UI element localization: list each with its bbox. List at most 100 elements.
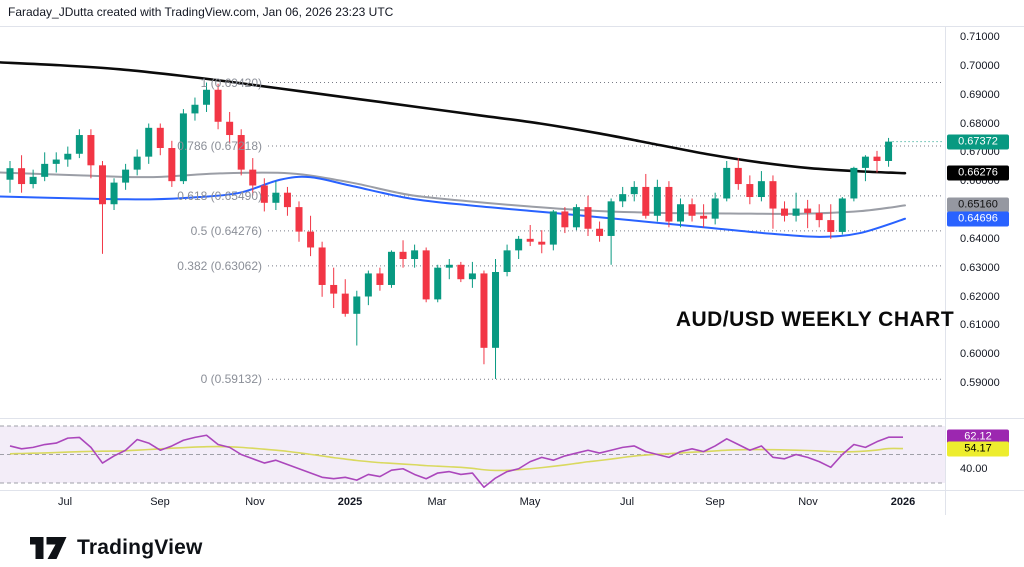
price-tick: 0.64000 xyxy=(960,232,1000,245)
candle-body xyxy=(364,273,372,297)
price-tick: 0.63000 xyxy=(960,261,1000,274)
candle-body xyxy=(757,181,765,198)
time-axis-label: Jul xyxy=(619,496,635,508)
time-axis-label: May xyxy=(519,496,541,508)
candle-body xyxy=(295,207,303,232)
candle-body xyxy=(827,220,835,232)
candle-body xyxy=(18,168,26,185)
candle-body xyxy=(538,241,546,245)
candle-body xyxy=(330,284,338,294)
candle-body xyxy=(873,156,881,161)
price-tick: 0.67000 xyxy=(960,146,1000,159)
candle-body xyxy=(723,167,731,199)
time-axis-label: Nov xyxy=(798,496,818,508)
candle-body xyxy=(781,208,789,216)
price-tick: 0.59000 xyxy=(960,377,1000,389)
candle-body xyxy=(64,153,72,160)
candle-body xyxy=(526,238,534,242)
candle-body xyxy=(249,169,257,186)
candle-body xyxy=(572,207,580,228)
candle-body xyxy=(353,296,361,314)
candle-body xyxy=(260,185,268,203)
candle-body xyxy=(746,184,754,198)
candle-body xyxy=(434,267,442,300)
candle-body xyxy=(376,273,384,285)
tradingview-logo-icon xyxy=(30,536,67,559)
price-badge: 0.67372 xyxy=(947,134,1009,150)
candle-body xyxy=(850,167,858,199)
price-axis[interactable]: 0.71000 0.70000 0.69000 0.68000 0.67000 0.660… xyxy=(946,25,1024,490)
price-tick: 0.69000 xyxy=(960,88,1000,101)
candle-body xyxy=(445,264,453,268)
price-tick: 0.70000 xyxy=(960,59,1000,72)
ma-gray-line xyxy=(0,171,906,215)
candle-body xyxy=(145,127,153,157)
attribution-text: Faraday_JDutta created with TradingView.… xyxy=(8,5,394,19)
time-axis-label: Sep xyxy=(705,496,725,508)
price-badge: 0.66276 xyxy=(947,165,1009,181)
candle-body xyxy=(168,148,176,182)
ma-blue-line xyxy=(0,175,906,238)
candle-body xyxy=(885,141,893,161)
candle-body xyxy=(700,215,708,219)
tradingview-logo-text: TradingView xyxy=(77,536,203,559)
time-axis-label: Sep xyxy=(150,496,170,508)
candle-body xyxy=(110,182,118,205)
candle-body xyxy=(457,264,465,280)
candle-body xyxy=(387,251,395,285)
candle-body xyxy=(596,228,604,236)
candle-body xyxy=(630,186,638,195)
rsi-line xyxy=(9,434,903,489)
candle-body xyxy=(133,156,141,170)
candle-body xyxy=(283,192,291,208)
candle-body xyxy=(191,104,199,114)
time-axis[interactable]: Jul Sep Nov 2025 Mar May Jul Sep Nov 2026 xyxy=(0,491,945,515)
candle-body xyxy=(688,204,696,216)
candle-body xyxy=(861,156,869,168)
candle-body xyxy=(607,201,615,236)
candle-body xyxy=(676,204,684,222)
time-axis-label: 2025 xyxy=(337,496,363,508)
candle-body xyxy=(411,250,419,260)
candle-body xyxy=(272,192,280,203)
candle-body xyxy=(87,135,95,166)
time-axis-label: Jul xyxy=(57,496,73,508)
candle-body xyxy=(815,212,823,221)
candle-body xyxy=(734,167,742,185)
time-axis-label: 2026 xyxy=(890,496,916,508)
candle-body xyxy=(6,168,14,180)
candle-body xyxy=(561,211,569,228)
candle-body xyxy=(41,163,49,177)
candle-body xyxy=(422,250,430,300)
candle-body xyxy=(307,231,315,248)
candle-body xyxy=(226,121,234,136)
price-tick: 0.61000 xyxy=(960,319,1000,332)
tradingview-logo[interactable]: TradingView xyxy=(30,536,203,560)
candle-body xyxy=(318,247,326,285)
rsi-badge: 54.17 xyxy=(947,441,1009,457)
candle-body xyxy=(711,198,719,219)
candle-body xyxy=(792,208,800,216)
candle-body xyxy=(29,176,37,185)
candle-body xyxy=(399,251,407,260)
candle-body xyxy=(468,273,476,280)
candle-body xyxy=(642,186,650,216)
rsi-badge: 62.12 xyxy=(947,429,1009,445)
candle-body xyxy=(122,169,130,183)
candle-body xyxy=(503,250,511,272)
price-tick: 0.71000 xyxy=(960,31,1000,43)
candle-body xyxy=(515,238,523,251)
ma-black-line xyxy=(0,61,907,175)
candle-body xyxy=(619,194,627,202)
candle-body xyxy=(653,186,661,216)
candle-body xyxy=(492,271,500,348)
time-axis-label: Nov xyxy=(245,496,265,508)
candle-body xyxy=(179,113,187,182)
candle-body xyxy=(52,159,60,164)
price-badge: 0.64696 xyxy=(947,211,1009,227)
price-tick: 0.68000 xyxy=(960,117,1000,130)
price-tick: 0.60000 xyxy=(960,348,1000,361)
candle-body xyxy=(156,127,164,149)
